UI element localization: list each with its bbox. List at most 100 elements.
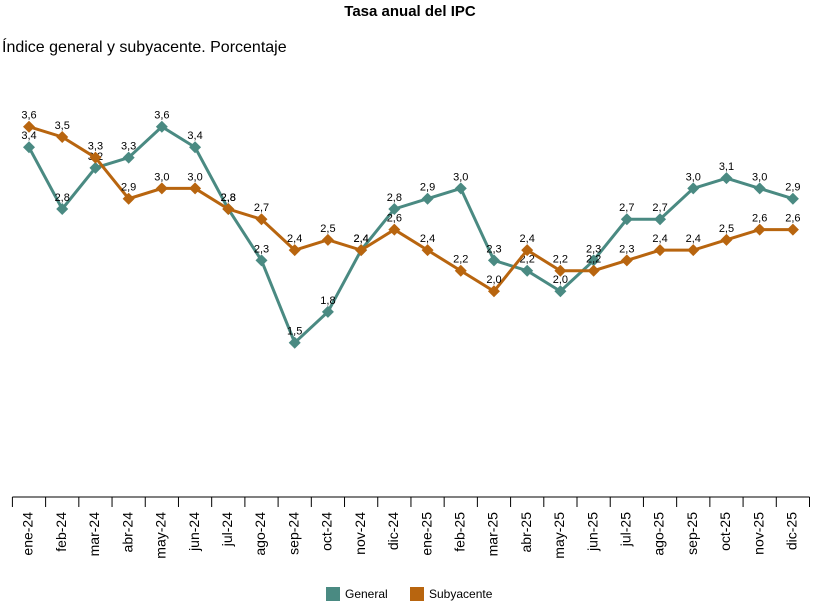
point-marker [554,285,567,298]
point-marker [720,233,733,246]
x-tick-label: oct-24 [319,512,335,551]
point-marker [620,254,633,267]
point-marker [687,182,700,195]
x-tick-label: ago-24 [252,512,268,556]
point-marker [454,182,467,195]
data-label: 3,1 [719,161,734,173]
x-tick-label: sep-25 [684,512,700,555]
point-marker [56,131,69,143]
x-tick-label: dic-25 [784,512,800,550]
point-marker [288,244,301,257]
data-label: 2,4 [686,233,701,245]
point-marker [355,244,368,257]
data-label: 2,8 [387,192,402,204]
point-marker [587,254,600,267]
data-label: 2,8 [55,192,70,204]
data-label: 3,0 [686,171,701,183]
data-label: 2,0 [553,274,568,286]
x-tick-label: sep-24 [285,512,301,555]
x-tick-label: nov-25 [750,512,766,555]
point-marker [388,223,401,236]
x-tick-label: feb-24 [53,512,69,552]
data-label: 2,9 [420,182,435,194]
data-label: 2,9 [121,182,136,194]
data-label: 2,8 [221,192,236,204]
data-label: 3,3 [121,140,136,152]
data-label: 2,7 [254,202,269,214]
data-label: 2,7 [619,202,634,214]
point-marker [753,223,766,236]
data-label: 2,4 [353,233,368,245]
data-label: 3,0 [154,171,169,183]
data-label: 2,6 [752,212,767,224]
point-marker [654,244,667,257]
data-label: 2,5 [719,223,734,235]
x-tick-label: mar-24 [86,512,102,557]
point-marker [620,213,633,226]
point-marker [321,305,334,318]
point-marker [521,244,534,257]
x-tick-label: oct-25 [717,512,733,551]
x-tick-label: jul-25 [618,512,634,547]
legend-label: General [345,587,388,601]
point-marker [189,182,202,195]
data-label: 3,0 [752,171,767,183]
data-label: 2,4 [520,233,535,245]
data-label: 2,6 [387,212,402,224]
legend-swatch [410,587,424,601]
point-marker [189,141,202,154]
data-label: 3,3 [88,140,103,152]
point-marker [687,244,700,257]
data-label: 2,4 [652,233,667,245]
series-line [28,125,793,294]
data-label: 2,6 [785,212,800,224]
data-label: 2,3 [486,243,501,255]
data-label: 3,4 [187,130,202,142]
data-label: 2,8 [221,192,236,204]
data-label: 3,5 [55,120,70,132]
x-tick-label: may-25 [551,512,567,559]
x-tick-label: feb-25 [451,512,467,552]
data-label: 3,6 [154,110,169,122]
data-label: 1,5 [287,326,302,338]
point-marker [421,244,434,257]
point-marker [587,264,600,277]
legend-label: Subyacente [429,587,493,601]
x-tick-label: jul-24 [219,512,235,547]
legend-swatch [326,587,340,601]
series-line [27,124,794,346]
point-marker [487,254,500,267]
data-label: 2,2 [586,254,601,266]
point-marker [122,192,135,205]
point-marker [155,120,168,133]
point-marker [255,213,268,226]
point-marker [23,141,36,154]
data-label: 2,3 [254,243,269,255]
point-marker [786,192,799,205]
x-tick-label: ago-25 [651,512,667,556]
data-label: 2,0 [486,274,501,286]
data-label: 2,4 [420,233,435,245]
point-marker [155,182,168,195]
x-tick-label: jun-24 [186,512,202,552]
point-marker [255,254,268,267]
data-label: 2,4 [287,233,302,245]
data-label: 3,4 [21,130,36,142]
x-tick-label: ene-24 [20,512,36,556]
chart-subtitle: Índice general y subyacente. Porcentaje [2,37,287,56]
point-marker [786,223,799,236]
point-marker [222,203,235,215]
data-label: 2,2 [453,254,468,266]
point-marker [654,213,667,226]
data-label: 2,2 [553,254,568,266]
data-label: 1,8 [320,295,335,307]
data-label: 3,6 [21,110,36,122]
point-marker [56,203,69,215]
x-tick-label: nov-24 [352,512,368,555]
data-label: 3,0 [187,171,202,183]
data-label: 3,0 [453,171,468,183]
x-tick-label: abr-24 [119,512,135,553]
point-marker [122,151,135,164]
data-label: 2,9 [785,182,800,194]
point-marker [89,151,102,164]
